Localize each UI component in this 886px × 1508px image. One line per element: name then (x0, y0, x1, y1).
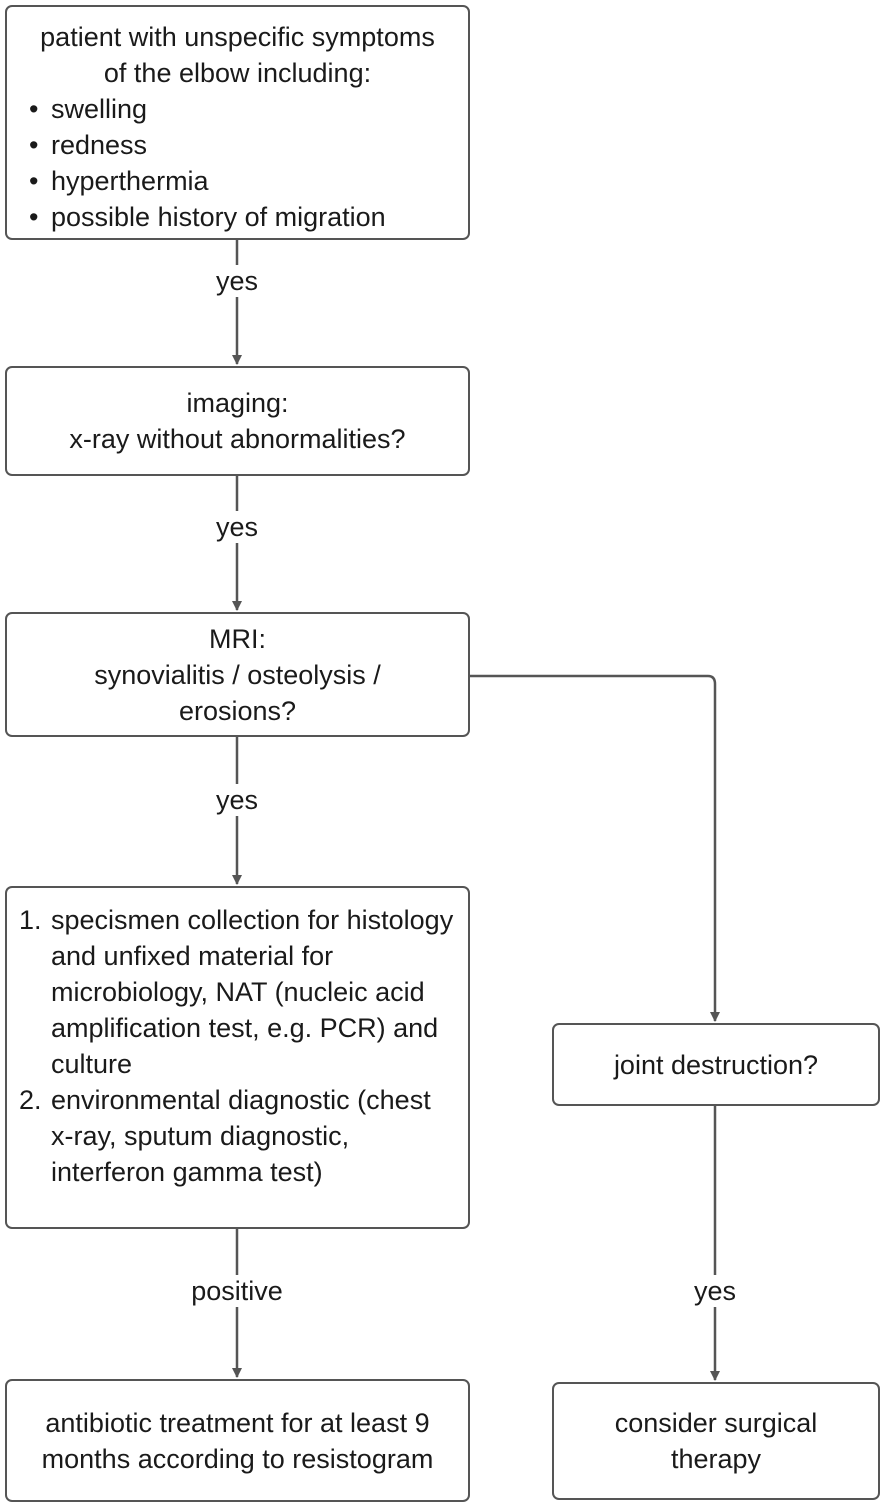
surgery-line: consider surgical (614, 1408, 818, 1438)
diagnostics-steps: 1. specismen collection for histology an… (15, 902, 456, 1190)
surgery-node: consider surgical therapy (552, 1382, 880, 1500)
edge-mri-joint (470, 674, 720, 1022)
imaging-node: imaging: x-ray without abnormalities? (5, 366, 470, 476)
imaging-line: x-ray without abnormalities? (69, 424, 406, 454)
joint-destruction-node: joint destruction? (552, 1023, 880, 1106)
step-number: 1. (19, 905, 42, 935)
step-text: environmental diagnostic (chest x-ray, s… (51, 1085, 431, 1187)
surgery-line: therapy (670, 1444, 762, 1474)
edge-label-yes: yes (675, 1275, 755, 1307)
step-number: 2. (19, 1085, 42, 1115)
edge-label-positive: positive (172, 1275, 302, 1307)
edge-label-yes: yes (197, 511, 277, 543)
edge-label-yes: yes (197, 784, 277, 816)
mri-line: MRI: (209, 623, 266, 654)
list-item: 1. specismen collection for histology an… (15, 902, 456, 1082)
diagnostics-node: 1. specismen collection for histology an… (5, 886, 470, 1229)
list-item: hyperthermia (15, 163, 460, 199)
mri-line: erosions? (178, 695, 297, 726)
list-item: swelling (15, 91, 460, 127)
step-text: specismen collection for histology and u… (51, 905, 454, 1079)
symptoms-node: patient with unspecific symptoms of the … (5, 5, 470, 240)
mri-node: MRI: synovialitis / osteolysis / erosion… (5, 612, 470, 737)
list-item: redness (15, 127, 460, 163)
edge-label-yes: yes (197, 265, 277, 297)
symptoms-title: patient with unspecific symptoms of the … (40, 22, 435, 88)
mri-line: synovialitis / osteolysis / (94, 659, 381, 690)
antibiotic-line: antibiotic treatment for at least 9 (45, 1407, 430, 1438)
list-item: possible history of migration (15, 199, 460, 235)
antibiotic-line: months according to resistogram (41, 1443, 434, 1474)
imaging-line: imaging: (186, 388, 289, 418)
symptoms-list: swelling redness hyperthermia possible h… (15, 91, 460, 235)
list-item: 2. environmental diagnostic (chest x-ray… (15, 1082, 456, 1190)
antibiotic-node: antibiotic treatment for at least 9 mont… (5, 1379, 470, 1502)
joint-destruction-text: joint destruction? (613, 1049, 819, 1080)
